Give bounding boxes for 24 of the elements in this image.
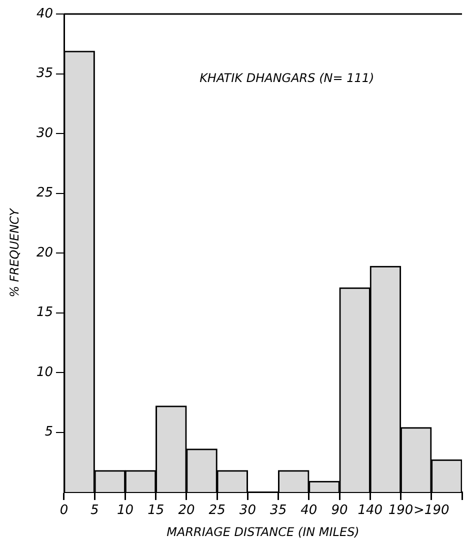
y-tick-label: 5: [44, 424, 53, 440]
y-tick-label: 15: [36, 305, 53, 320]
x-tick-label: 10: [116, 503, 134, 518]
x-tick-label: 15: [148, 503, 164, 518]
x-tick-label: 40: [300, 503, 318, 518]
x-tick-label: 90: [331, 503, 348, 518]
x-tick-label: 0: [60, 503, 68, 518]
x-tick-label: 190: [388, 503, 414, 518]
x-tick-label: 35: [270, 503, 287, 518]
y-tick-label: 20: [36, 245, 53, 260]
x-axis-title: MARRIAGE DISTANCE (IN MILES): [166, 524, 360, 539]
x-tick-label: 5: [90, 503, 99, 518]
y-tick-label: 10: [36, 364, 53, 380]
y-tick-label: 25: [36, 186, 53, 201]
x-tick-label: 25: [208, 503, 226, 518]
x-tick-label: 140: [358, 503, 383, 518]
x-tick-label: 30: [239, 503, 256, 518]
y-tick-label: 35: [36, 66, 53, 82]
y-axis-title: % FREQUENCY: [7, 207, 22, 298]
y-tick-label: 30: [36, 126, 53, 141]
annotation: KHATIK DHANGARS (N= 111): [200, 71, 374, 86]
x-tick-label: >190: [414, 503, 450, 518]
y-tick-label: 40: [36, 6, 53, 22]
x-tick-label: 20: [178, 503, 195, 518]
